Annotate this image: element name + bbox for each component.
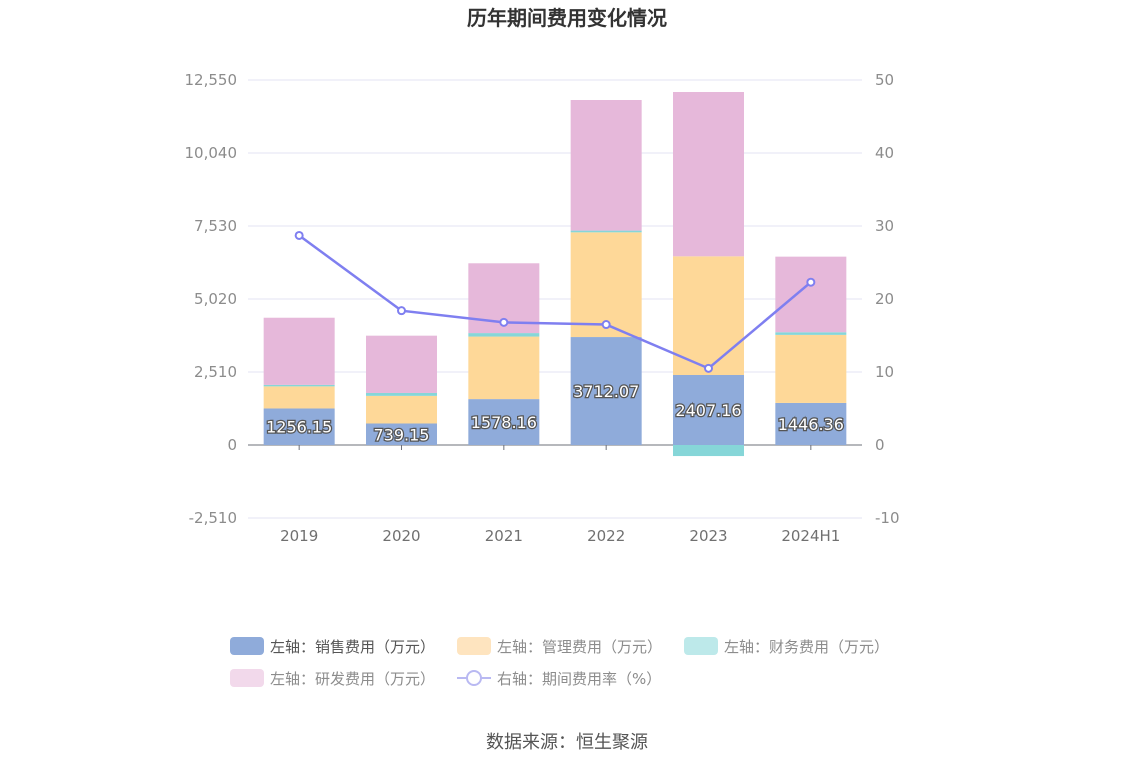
right-tick-label: 20: [875, 290, 894, 308]
left-tick-label: 0: [227, 436, 237, 454]
bar-segment: [570, 100, 642, 231]
right-tick-label: -10: [875, 509, 900, 527]
data-labels: 1256.15 739.15 1578.16 3712.07 2407.16 1446.3…: [265, 381, 845, 446]
bar-segment: [673, 445, 744, 457]
bar-segment: [366, 395, 437, 424]
bar-segment: [570, 337, 642, 445]
grid: [248, 79, 862, 519]
bar-segment: [570, 232, 642, 338]
source-note: 数据来源：恒生聚源: [486, 732, 648, 753]
legend-swatch-rate: [457, 669, 492, 687]
bar-segment: [673, 256, 744, 375]
bar-data-label: 3712.07: [573, 382, 639, 401]
rate-line: [294, 230, 816, 373]
bar-segment: [775, 332, 847, 335]
bar-segment: [366, 423, 437, 445]
legend-label-rnd: 左轴：研发费用（万元）: [270, 669, 436, 688]
legend-label-sales: 左轴：销售费用（万元）: [270, 637, 436, 656]
bar-segment: [775, 334, 847, 403]
legend-row-2: 左轴：研发费用（万元） 右轴：期间费用率（%）: [230, 662, 930, 694]
bar-data-label: 1256.15: [266, 418, 332, 437]
bar-segment: [468, 336, 540, 400]
legend: 左轴：销售费用（万元） 左轴：管理费用（万元） 左轴：财务费用（万元） 左轴：研…: [230, 630, 930, 694]
bar-data-label: 1446.36: [778, 415, 844, 434]
left-tick-label: 2,510: [194, 363, 237, 381]
left-tick-label: 10,040: [185, 144, 238, 162]
legend-label-finance: 左轴：财务费用（万元）: [724, 637, 890, 656]
bar-segment: [263, 317, 335, 385]
x-tick-label: 2022: [587, 527, 625, 545]
x-tick-label: 2021: [485, 527, 523, 545]
bar-segment: [775, 256, 847, 333]
x-tick-label: 2020: [382, 527, 420, 545]
right-tick-label: 50: [875, 71, 894, 89]
rate-point: [601, 320, 611, 330]
legend-item-finance[interactable]: 左轴：财务费用（万元）: [684, 636, 889, 657]
right-tick-label: 10: [875, 363, 894, 381]
bar-segment: [468, 399, 540, 445]
right-tick-label: 30: [875, 217, 894, 235]
bar-segment: [570, 230, 642, 233]
legend-row-1: 左轴：销售费用（万元） 左轴：管理费用（万元） 左轴：财务费用（万元）: [230, 630, 930, 662]
bar-segment: [263, 386, 335, 409]
bar-segment: [263, 384, 335, 387]
legend-swatch-sales: [230, 637, 264, 655]
bar-segment: [366, 392, 437, 396]
bar-segment: [775, 402, 847, 445]
rate-point: [397, 306, 406, 316]
bar-data-label: 739.15: [374, 425, 430, 444]
bar-data-label: 2407.16: [675, 401, 741, 420]
bar-segment: [673, 92, 744, 257]
legend-item-rnd[interactable]: 左轴：研发费用（万元）: [230, 668, 435, 689]
legend-item-sales[interactable]: 左轴：销售费用（万元）: [230, 636, 435, 657]
rate-point: [806, 277, 816, 287]
bar-segment: [468, 333, 540, 337]
legend-item-admin[interactable]: 左轴：管理费用（万元）: [457, 636, 662, 657]
legend-swatch-rnd: [230, 669, 264, 687]
x-tick-label: 2019: [280, 527, 318, 545]
rate-point: [499, 317, 509, 327]
chart-title: 历年期间费用变化情况: [467, 6, 667, 30]
legend-label-rate: 右轴：期间费用率（%）: [497, 669, 662, 688]
x-tick-label: 2023: [689, 527, 727, 545]
left-tick-label: -2,510: [189, 509, 237, 527]
bar-segment: [263, 408, 335, 445]
right-tick-label: 0: [875, 436, 885, 454]
rate-point: [294, 230, 304, 240]
right-tick-label: 40: [875, 144, 894, 162]
bar-segment: [366, 335, 437, 393]
bars: [263, 92, 847, 457]
x-tick-label: 2024H1: [781, 527, 840, 545]
legend-label-admin: 左轴：管理费用（万元）: [497, 637, 663, 656]
legend-swatch-finance: [684, 637, 719, 655]
rate-point: [704, 363, 713, 373]
legend-swatch-admin: [457, 637, 492, 655]
bar-data-label: 1578.16: [471, 413, 537, 432]
axes: 12,550 10,040 7,530 5,020 2,510 0 -2,510 50 40 30…: [185, 71, 900, 545]
legend-item-rate[interactable]: 右轴：期间费用率（%）: [457, 668, 661, 689]
rate-line-path: [298, 234, 812, 370]
left-tick-label: 12,550: [185, 71, 238, 89]
bar-segment: [673, 374, 744, 445]
left-tick-label: 7,530: [194, 217, 237, 235]
left-tick-label: 5,020: [194, 290, 237, 308]
